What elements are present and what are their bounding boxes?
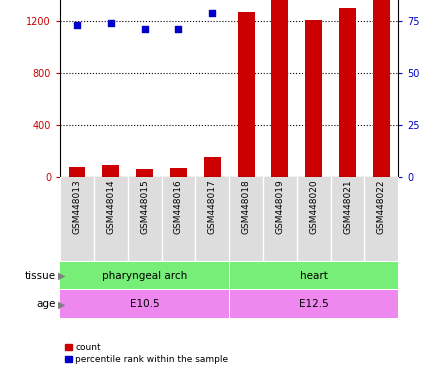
Text: GSM448017: GSM448017: [208, 179, 217, 234]
Bar: [271, 0, 288, 177]
Bar: [69, 167, 85, 177]
Text: GSM448016: GSM448016: [174, 179, 183, 234]
Text: pharyngeal arch: pharyngeal arch: [102, 270, 187, 281]
Bar: [204, 157, 221, 177]
Legend: count, percentile rank within the sample: count, percentile rank within the sample: [65, 343, 229, 364]
FancyBboxPatch shape: [230, 291, 398, 318]
Text: GSM448022: GSM448022: [377, 179, 386, 234]
FancyBboxPatch shape: [61, 291, 229, 318]
Text: ▶: ▶: [58, 270, 65, 281]
Text: GSM448020: GSM448020: [309, 179, 318, 234]
Text: heart: heart: [300, 270, 328, 281]
Bar: [238, 12, 255, 177]
Point: [175, 26, 182, 33]
FancyBboxPatch shape: [230, 262, 398, 290]
Point: [209, 10, 216, 16]
Bar: [102, 165, 119, 177]
Text: GSM448019: GSM448019: [275, 179, 284, 234]
Text: GSM448021: GSM448021: [343, 179, 352, 234]
Text: ▶: ▶: [58, 299, 65, 310]
Point: [141, 26, 148, 33]
Bar: [170, 168, 187, 177]
Bar: [373, 0, 390, 177]
Text: E12.5: E12.5: [299, 299, 328, 310]
Text: tissue: tissue: [24, 270, 56, 281]
Text: GSM448018: GSM448018: [242, 179, 251, 234]
FancyBboxPatch shape: [61, 262, 229, 290]
Point: [73, 22, 81, 28]
Text: GSM448015: GSM448015: [140, 179, 149, 234]
Bar: [305, 20, 322, 177]
Bar: [136, 169, 153, 177]
Text: E10.5: E10.5: [130, 299, 159, 310]
Bar: [339, 8, 356, 177]
Text: age: age: [36, 299, 56, 310]
Text: GSM448013: GSM448013: [73, 179, 81, 234]
Text: GSM448014: GSM448014: [106, 179, 115, 234]
Point: [107, 20, 114, 26]
